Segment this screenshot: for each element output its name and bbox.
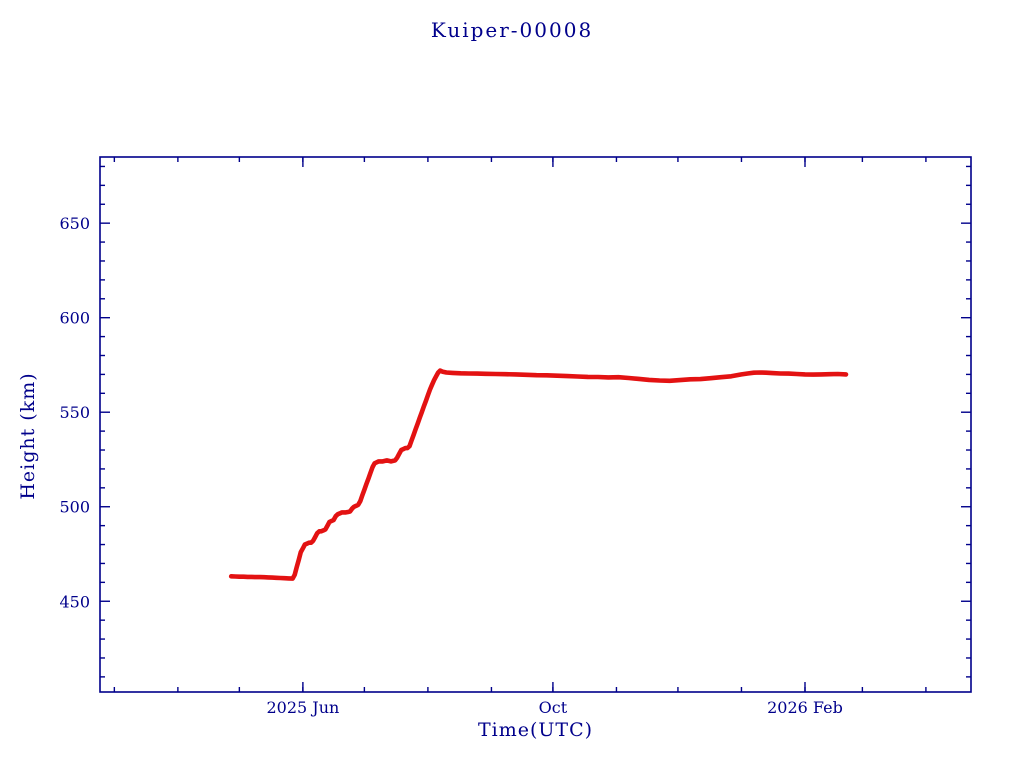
y-tick-label: 500 bbox=[59, 498, 90, 517]
y-tick-label: 550 bbox=[59, 403, 90, 422]
chart-title: Kuiper-00008 bbox=[430, 18, 594, 42]
y-tick-label: 650 bbox=[59, 214, 90, 233]
x-tick-label: 2026 Feb bbox=[767, 698, 843, 717]
x-axis-label: Time(UTC) bbox=[477, 719, 594, 741]
y-axis-label: Height (km) bbox=[17, 372, 39, 500]
height-series bbox=[228, 368, 849, 581]
y-tick-label: 600 bbox=[59, 309, 90, 328]
x-tick-label: Oct bbox=[539, 698, 568, 717]
x-tick-label: 2025 Jun bbox=[266, 698, 339, 717]
plot-frame bbox=[99, 156, 972, 693]
y-tick-label: 450 bbox=[59, 592, 90, 611]
